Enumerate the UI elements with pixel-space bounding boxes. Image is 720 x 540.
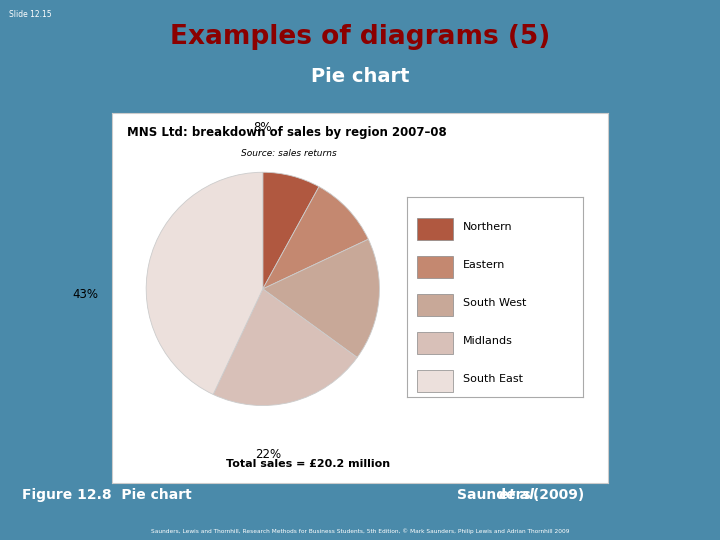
Text: et al.: et al.: [499, 488, 539, 502]
Text: 22%: 22%: [256, 448, 282, 461]
Text: Figure 12.8  Pie chart: Figure 12.8 Pie chart: [22, 488, 192, 502]
Text: Saunders, Lewis and Thornhill, Research Methods for Business Students, 5th Editi: Saunders, Lewis and Thornhill, Research …: [150, 528, 570, 534]
Text: South West: South West: [463, 298, 526, 308]
Text: South East: South East: [463, 374, 523, 384]
Text: Northern: Northern: [463, 222, 513, 232]
Wedge shape: [213, 289, 357, 406]
Text: Total sales = £20.2 million: Total sales = £20.2 million: [226, 458, 390, 469]
Text: 8%: 8%: [253, 122, 272, 134]
Text: Saunders: Saunders: [457, 488, 536, 502]
Text: 10%: 10%: [411, 210, 437, 223]
Wedge shape: [263, 172, 319, 289]
Text: Examples of diagrams (5): Examples of diagrams (5): [170, 24, 550, 50]
Text: Eastern: Eastern: [463, 260, 505, 270]
Text: 43%: 43%: [73, 288, 99, 301]
Bar: [418, 370, 453, 392]
Text: Midlands: Midlands: [463, 336, 513, 346]
Text: 17%: 17%: [410, 306, 437, 319]
Bar: [418, 332, 453, 354]
Text: (2009): (2009): [528, 488, 584, 502]
Wedge shape: [263, 239, 379, 357]
Bar: [418, 218, 453, 240]
Text: Slide 12.15: Slide 12.15: [9, 10, 52, 19]
Bar: [418, 294, 453, 316]
Text: MNS Ltd: breakdown of sales by region 2007–08: MNS Ltd: breakdown of sales by region 20…: [127, 126, 446, 139]
Bar: [418, 256, 453, 278]
Wedge shape: [263, 187, 369, 289]
Text: Source: sales returns: Source: sales returns: [240, 148, 336, 158]
Wedge shape: [146, 172, 263, 394]
Text: Pie chart: Pie chart: [311, 68, 409, 86]
